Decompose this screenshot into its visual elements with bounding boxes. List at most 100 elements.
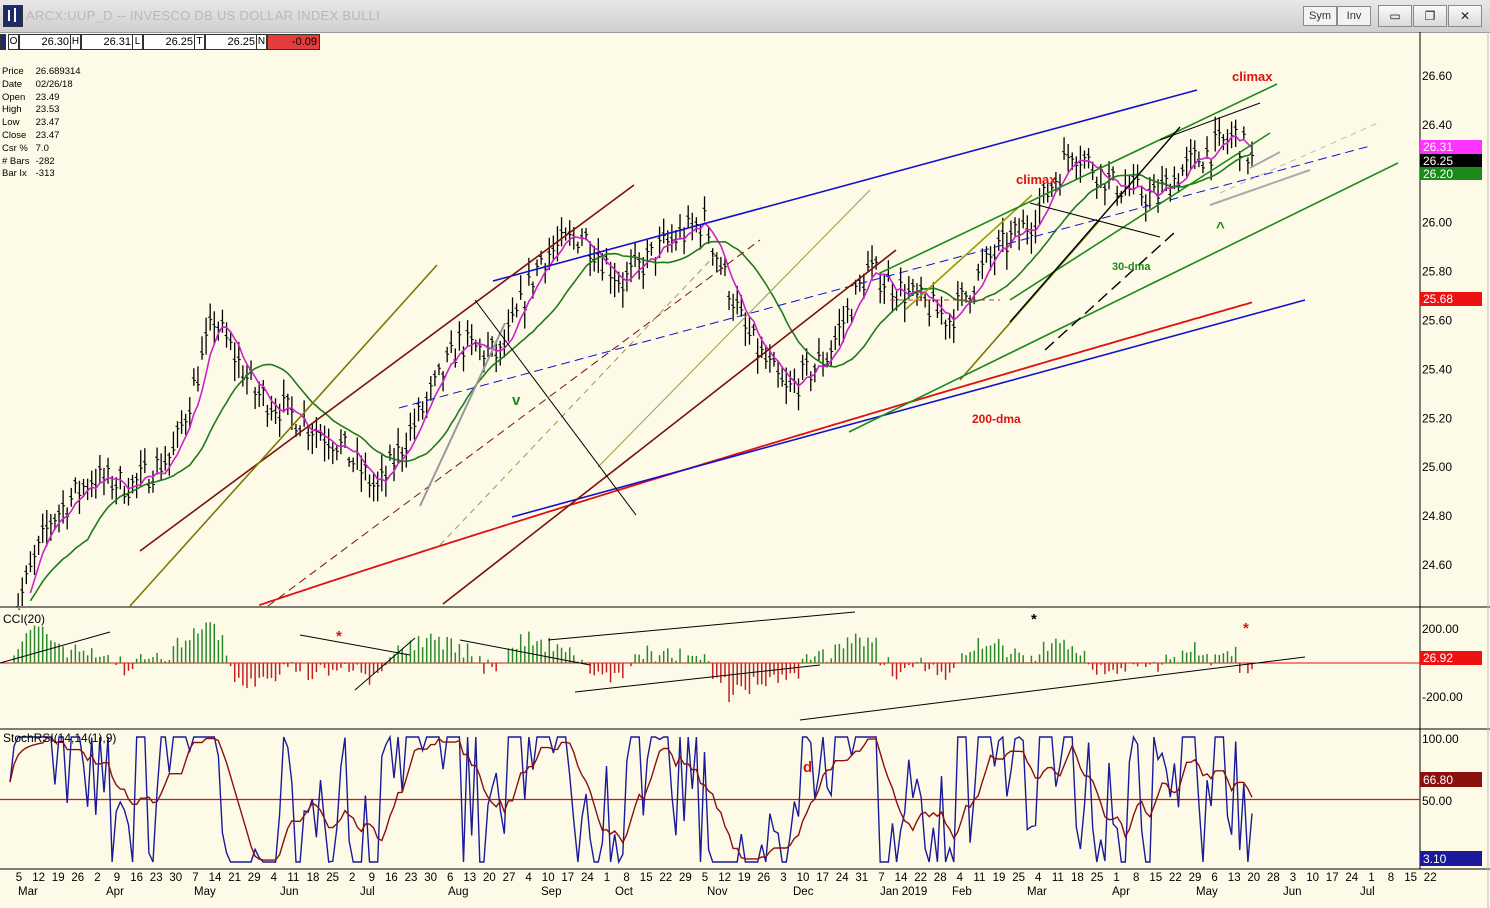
x-tick-label: 4 [525, 872, 532, 884]
info-key: # Bars [2, 155, 30, 167]
high-label: H [70, 34, 81, 50]
stoch-tick: 100.00 [1422, 732, 1459, 746]
x-month-label: Jul [360, 886, 375, 898]
x-tick-label: 18 [1071, 872, 1084, 884]
x-tick-label: 3 [780, 872, 786, 884]
info-key: High [2, 104, 22, 116]
ma-30-line [29, 152, 1253, 602]
x-month-label: Oct [615, 886, 634, 898]
x-month-label: Nov [707, 886, 728, 898]
minimize-button[interactable]: ▭ [1378, 5, 1412, 27]
x-tick-label: 23 [150, 872, 163, 884]
black-trend [474, 299, 637, 516]
x-month-label: Feb [952, 886, 972, 898]
net-label: N [256, 34, 267, 50]
green-channel-lower [848, 162, 1399, 433]
cci-panel [0, 611, 1420, 721]
x-tick-label: 9 [114, 872, 120, 884]
app-chart-icon[interactable] [3, 5, 23, 27]
x-month-label: Jan 2019 [880, 886, 927, 898]
x-tick-label: 3 [1290, 872, 1296, 884]
x-tick-label: 4 [957, 872, 964, 884]
climax-annotation: climax [1016, 172, 1057, 187]
x-tick-label: 10 [1306, 872, 1319, 884]
cci-trendline [547, 611, 856, 641]
x-tick-label: 1 [604, 872, 610, 884]
x-tick-label: 19 [738, 872, 751, 884]
black-trend [1159, 102, 1261, 141]
price-y-tick: 25.00 [1422, 460, 1452, 474]
info-barix: -313 [35, 168, 55, 180]
olive-thin-line [597, 189, 871, 468]
price-y-tick: 25.40 [1422, 362, 1452, 376]
gray-projection [1249, 151, 1281, 169]
restore-button[interactable]: ❐ [1413, 5, 1447, 27]
info-key: Low [2, 117, 20, 129]
trendlines [129, 83, 1399, 607]
cci-tick: -200.00 [1422, 690, 1463, 704]
info-key: Open [2, 91, 26, 103]
x-tick-label: 19 [993, 872, 1006, 884]
net-value: -0.09 [267, 34, 320, 50]
info-key: Bar Ix [2, 168, 27, 180]
x-tick-label: 17 [816, 872, 829, 884]
x-tick-label: 24 [581, 872, 594, 884]
symbol-button[interactable]: Sym [1303, 6, 1337, 26]
title-bar: ARCX:UUP_D -- INVESCO DB US DOLLAR INDEX… [0, 0, 1490, 33]
x-tick-label: 20 [1247, 872, 1260, 884]
black-trend [1009, 126, 1181, 323]
cci-title: CCI(20) [3, 612, 45, 626]
gray-line [419, 322, 506, 507]
x-month-label: May [194, 886, 216, 898]
x-tick-label: 22 [1424, 872, 1437, 884]
marker-ma30: 26.20 [1423, 167, 1453, 181]
marker-high-box [1420, 140, 1482, 154]
cci-trendline [459, 639, 591, 666]
x-tick-label: 7 [192, 872, 198, 884]
high-value: 26.31 [81, 34, 134, 50]
marker-high: 26.31 [1423, 140, 1453, 154]
low-value: 26.25 [143, 34, 196, 50]
x-tick-label: 6 [1211, 872, 1217, 884]
x-tick-label: 14 [209, 872, 222, 884]
info-key: Date [2, 78, 23, 90]
x-month-label: May [1196, 886, 1218, 898]
info-high: 23.53 [35, 104, 60, 116]
x-tick-label: 2 [94, 872, 100, 884]
x-tick-label: 5 [702, 872, 708, 884]
stoch-k-value: 3.10 [1423, 852, 1447, 866]
stoch-d-line [9, 736, 1253, 861]
olive-line-3 [904, 194, 1033, 311]
brown-channel-upper [139, 184, 635, 552]
price-y-tick: 26.40 [1422, 118, 1452, 132]
cci-trendline [574, 664, 821, 693]
x-tick-label: 28 [1267, 872, 1280, 884]
x-month-label: Mar [18, 886, 38, 898]
olive-line [129, 264, 438, 607]
x-tick-label: 19 [52, 872, 65, 884]
x-tick-label: 11 [1052, 872, 1064, 884]
x-tick-label: 26 [757, 872, 770, 884]
close-button[interactable]: ✕ [1448, 5, 1482, 27]
x-tick-label: 10 [797, 872, 810, 884]
info-bars: -282 [35, 155, 55, 167]
x-tick-label: 13 [1228, 872, 1241, 884]
x-tick-label: 8 [1388, 872, 1394, 884]
x-tick-label: 4 [271, 872, 278, 884]
gray-projection [1209, 169, 1311, 206]
x-tick-label: 9 [369, 872, 375, 884]
info-date: 02/26/18 [35, 78, 73, 90]
green-channel-upper [879, 83, 1278, 274]
cci-tick: 200.00 [1422, 622, 1459, 636]
inverse-button[interactable]: Inv [1337, 6, 1371, 26]
x-tick-label: 10 [542, 872, 555, 884]
x-tick-label: 28 [934, 872, 947, 884]
x-tick-label: 25 [1012, 872, 1025, 884]
x-month-label: Dec [793, 886, 814, 898]
marker-ma30-box [1420, 167, 1482, 180]
cci-star: * [1031, 611, 1037, 628]
black-trend [1029, 202, 1161, 238]
stoch-d-annotation: d [803, 759, 812, 776]
brown-channel-lower [442, 249, 897, 605]
